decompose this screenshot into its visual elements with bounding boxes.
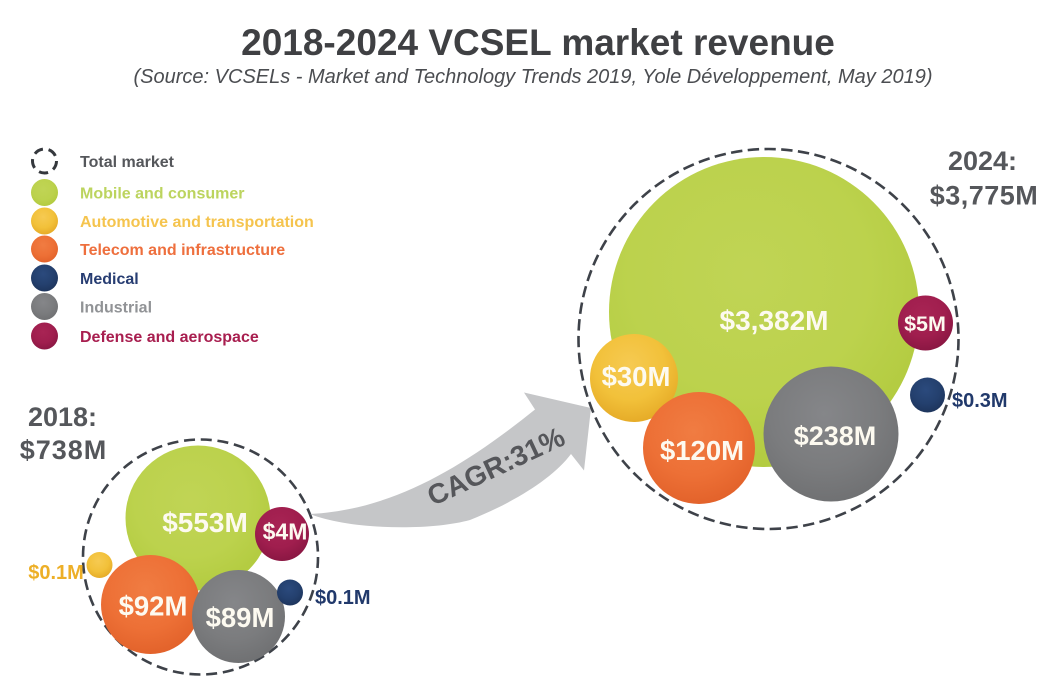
svg-text:$738M: $738M: [20, 435, 108, 465]
svg-text:2024:: 2024:: [948, 146, 1017, 176]
svg-text:$4M: $4M: [263, 519, 308, 545]
svg-text:$30M: $30M: [602, 361, 671, 392]
svg-text:$0.3M: $0.3M: [952, 390, 1008, 412]
svg-text:Total market: Total market: [80, 154, 175, 171]
svg-text:Defense and aerospace: Defense and aerospace: [80, 329, 259, 346]
svg-text:$3,382M: $3,382M: [720, 305, 829, 336]
svg-text:$3,775M: $3,775M: [930, 181, 1039, 211]
svg-text:$120M: $120M: [660, 435, 744, 466]
svg-text:$0.1M: $0.1M: [315, 587, 371, 609]
svg-text:2018-2024 VCSEL market revenue: 2018-2024 VCSEL market revenue: [241, 22, 835, 63]
svg-text:$89M: $89M: [206, 602, 275, 633]
svg-text:Automotive and transportation: Automotive and transportation: [80, 214, 314, 231]
svg-text:$0.1M: $0.1M: [28, 562, 84, 584]
svg-text:$92M: $92M: [119, 591, 188, 622]
svg-text:$238M: $238M: [794, 421, 877, 451]
svg-text:Telecom and infrastructure: Telecom and infrastructure: [80, 242, 285, 259]
svg-text:$5M: $5M: [904, 312, 946, 336]
svg-text:(Source: VCSELs - Market and T: (Source: VCSELs - Market and Technology …: [134, 66, 933, 88]
svg-text:Industrial: Industrial: [80, 300, 152, 317]
svg-text:$553M: $553M: [162, 507, 248, 538]
svg-text:2018:: 2018:: [28, 402, 97, 432]
svg-text:Medical: Medical: [80, 271, 139, 288]
svg-text:Mobile and consumer: Mobile and consumer: [80, 186, 244, 203]
